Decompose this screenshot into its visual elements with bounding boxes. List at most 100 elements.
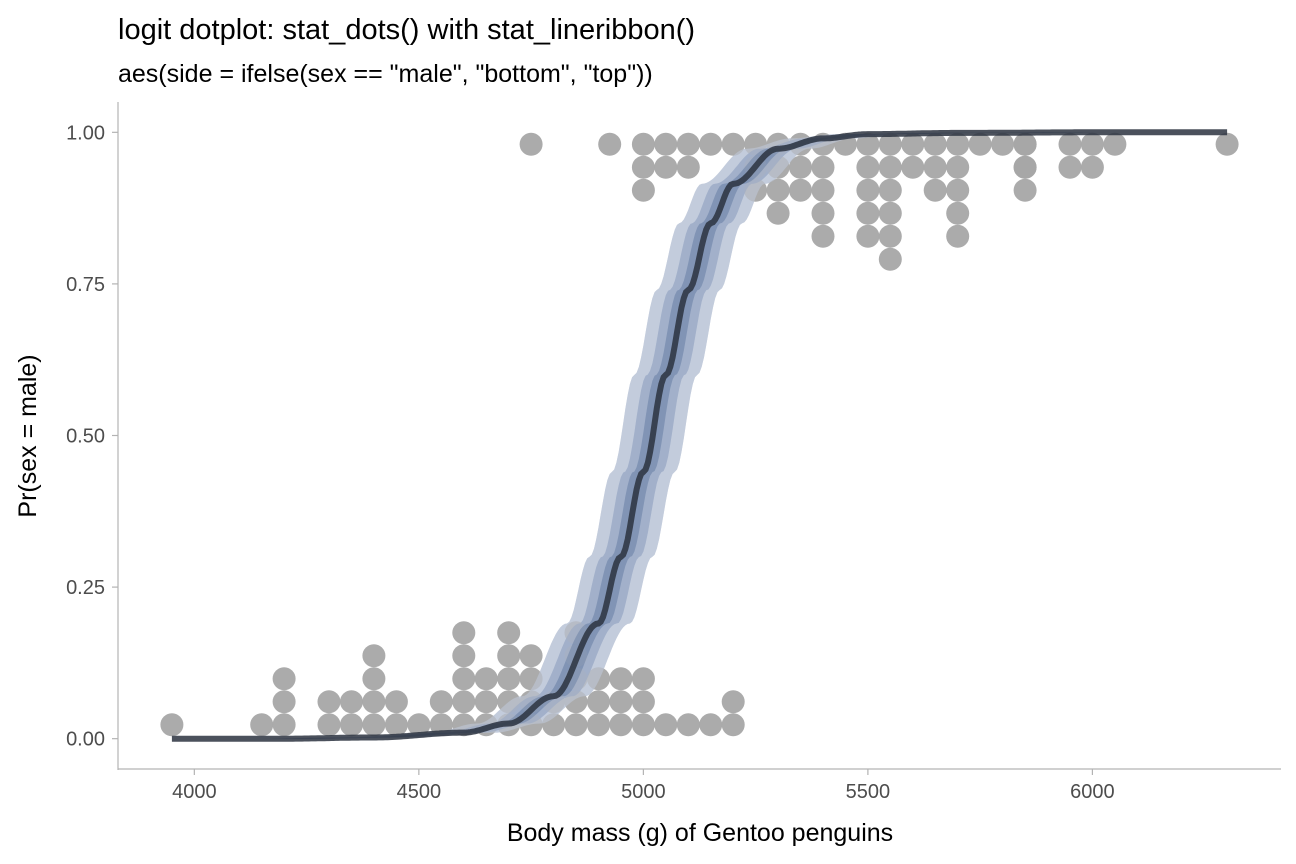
x-tick-label: 4000 [172, 781, 217, 803]
y-tick-label: 0.00 [66, 729, 105, 751]
data-point-male [789, 178, 812, 202]
data-point-female [317, 690, 341, 714]
data-point-female [452, 690, 476, 714]
data-point-male [766, 178, 790, 202]
x-axis-ticks: 4000 4500 5000 5500 6000 [172, 769, 1115, 803]
data-point-female [564, 713, 588, 737]
data-point-male [1013, 155, 1037, 179]
data-point-female [609, 690, 633, 714]
data-point-female [474, 667, 498, 691]
chart-title: logit dotplot: stat_dots() with stat_lin… [118, 14, 695, 46]
data-point-female [250, 713, 274, 737]
data-point-male [789, 155, 812, 179]
data-point-female [721, 713, 745, 737]
data-point-female [362, 713, 386, 737]
data-point-female [631, 667, 655, 691]
data-point-male [811, 224, 835, 248]
data-point-male [856, 155, 880, 179]
data-point-male [1013, 132, 1037, 156]
x-tick-label: 5000 [621, 781, 666, 803]
data-point-female [654, 713, 678, 737]
data-point-male [946, 224, 970, 248]
data-point-male [856, 224, 880, 248]
data-point-male [598, 132, 622, 156]
data-point-male [878, 247, 902, 271]
data-point-male [923, 178, 947, 202]
y-tick-label: 1.00 [66, 122, 105, 144]
x-tick-label: 6000 [1070, 781, 1115, 803]
data-point-male [923, 155, 947, 179]
data-point-male [766, 201, 790, 225]
data-point-female [362, 644, 386, 668]
ribbon-overlay-0.8 [171, 132, 1228, 739]
fitted-curve-line [171, 129, 1228, 742]
x-tick-label: 4500 [397, 781, 442, 803]
chart-subtitle: aes(side = ifelse(sex == "male", "bottom… [118, 60, 653, 88]
data-point-male [811, 201, 835, 225]
data-point-male [631, 132, 655, 156]
data-point-male [676, 155, 700, 179]
data-point-female [407, 713, 431, 737]
data-point-male [654, 132, 678, 156]
data-point-male [856, 132, 880, 156]
y-tick-label: 0.25 [66, 577, 105, 599]
data-point-male [1013, 178, 1037, 202]
data-point-male [1103, 132, 1127, 156]
data-point-male [946, 201, 970, 225]
y-tick-label: 0.50 [66, 426, 105, 448]
y-axis-title: Pr(sex = male) [14, 354, 42, 517]
data-point-female [362, 690, 386, 714]
data-point-male [1058, 155, 1082, 179]
data-point-male [856, 178, 880, 202]
data-point-male [676, 132, 700, 156]
data-point-female [340, 713, 363, 737]
data-point-male [519, 132, 543, 156]
data-point-male [878, 224, 902, 248]
data-point-female [272, 690, 296, 714]
data-point-male [631, 155, 655, 179]
data-point-female [497, 644, 521, 668]
data-point-female [497, 621, 521, 645]
data-point-female [497, 667, 521, 691]
data-point-female [699, 713, 723, 737]
data-point-male [699, 132, 723, 156]
data-point-male [811, 178, 835, 202]
y-axis-ticks: 0.00 0.25 0.50 0.75 1.00 [66, 122, 118, 751]
data-point-male [856, 201, 880, 225]
data-point-male [878, 201, 902, 225]
data-point-female [587, 690, 610, 714]
data-point-female [384, 713, 408, 737]
data-point-female [631, 690, 655, 714]
data-point-female [721, 690, 745, 714]
data-point-male [631, 178, 655, 202]
x-tick-label: 5500 [846, 781, 891, 803]
data-point-male [901, 132, 925, 156]
data-point-female [452, 644, 476, 668]
data-point-male [1080, 132, 1104, 156]
data-point-male [654, 155, 678, 179]
data-point-male [946, 132, 970, 156]
data-point-male [1215, 132, 1239, 156]
data-point-male [721, 132, 745, 156]
data-point-female [452, 667, 476, 691]
data-point-male [878, 155, 902, 179]
data-point-female [340, 690, 363, 714]
data-point-male [946, 155, 970, 179]
plot-area [160, 129, 1239, 742]
data-point-male [923, 132, 947, 156]
data-point-male [968, 132, 992, 156]
data-point-female [609, 667, 633, 691]
data-point-female [160, 713, 184, 737]
data-point-female [272, 667, 296, 691]
data-point-female [474, 690, 498, 714]
data-point-male [878, 132, 902, 156]
data-point-female [452, 621, 476, 645]
data-point-female [519, 644, 543, 668]
data-point-male [1080, 155, 1104, 179]
data-point-female [272, 713, 296, 737]
data-point-female [384, 690, 408, 714]
data-point-male [946, 178, 970, 202]
y-tick-label: 0.75 [66, 274, 105, 296]
